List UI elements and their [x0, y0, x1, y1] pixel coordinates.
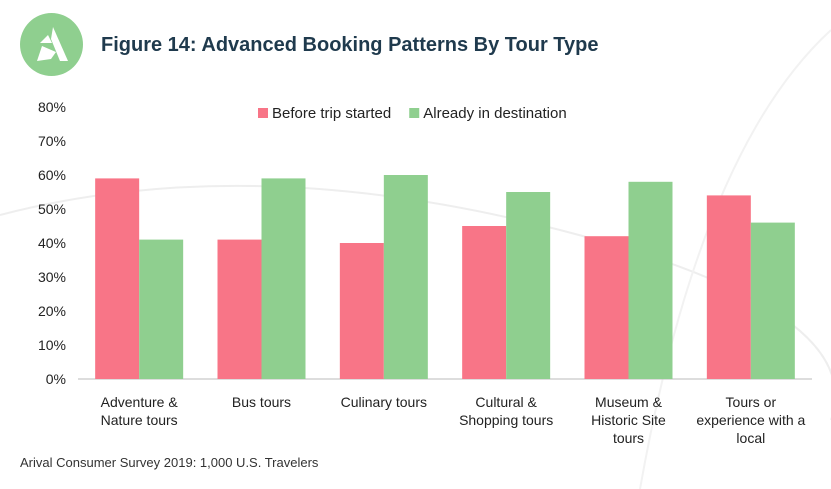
- y-tick-label: 60%: [38, 167, 66, 183]
- bar-destination: [139, 239, 184, 379]
- x-tick-label: Culinary tours: [341, 394, 427, 410]
- bar-before: [95, 178, 140, 379]
- bar-destination: [383, 175, 428, 379]
- x-tick-label: Bus tours: [232, 394, 291, 410]
- y-tick-label: 80%: [38, 99, 66, 115]
- y-tick-label: 50%: [38, 201, 66, 217]
- bar-destination: [506, 192, 551, 379]
- arival-logo: [20, 13, 83, 76]
- y-tick-label: 10%: [38, 337, 66, 353]
- x-tick-label: Museum & Historic Site tours: [591, 394, 666, 446]
- bar-destination: [750, 222, 795, 379]
- y-tick-label: 40%: [38, 235, 66, 251]
- x-tick-label: Tours or experience with a local: [696, 394, 805, 446]
- y-tick-label: 70%: [38, 133, 66, 149]
- bar-before: [217, 239, 262, 379]
- x-tick-label: Cultural & Shopping tours: [459, 394, 553, 428]
- bar-before: [462, 226, 507, 379]
- bar-destination: [628, 181, 673, 379]
- bar-before: [706, 195, 751, 379]
- legend-label: Already in destination: [423, 105, 566, 122]
- legend-swatch: [258, 108, 268, 118]
- bar-before: [584, 236, 629, 379]
- legend-label: Before trip started: [272, 105, 391, 122]
- chart-title: Figure 14: Advanced Booking Patterns By …: [101, 34, 599, 56]
- source-note: Arival Consumer Survey 2019: 1,000 U.S. …: [20, 455, 319, 470]
- y-tick-label: 30%: [38, 269, 66, 285]
- logo-a-icon: [37, 27, 68, 61]
- y-tick-label: 20%: [38, 303, 66, 319]
- y-tick-label: 0%: [46, 371, 66, 387]
- legend-swatch: [409, 108, 420, 118]
- x-tick-label: Adventure & Nature tours: [101, 394, 179, 428]
- bar-before: [339, 243, 384, 379]
- bar-destination: [261, 178, 306, 379]
